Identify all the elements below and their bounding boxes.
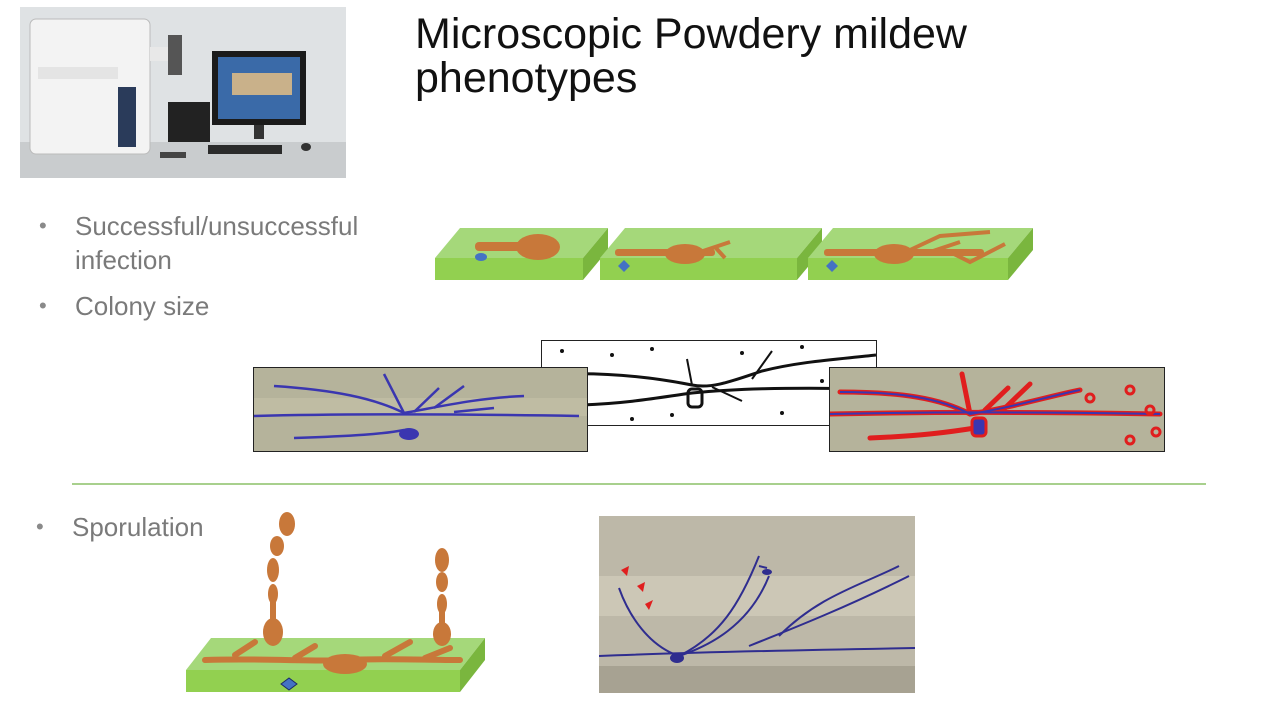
bullet-colony-size-text: Colony size [75,291,210,321]
slide-title: Microscopic Powdery mildew phenotypes [415,10,967,102]
bullet-dot: • [36,514,44,539]
microscope-workstation-icon [20,7,346,178]
bullet-infection: • Successful/unsuccessful infection [39,209,405,277]
bullet-sporulation: • Sporulation [36,510,292,544]
section-divider [72,483,1206,485]
bullet-infection-text: Successful/unsuccessful infection [75,211,359,275]
fungal-infection-stage-icon [435,228,1033,280]
stained-colony-image [253,367,588,452]
binary-colony-image [541,340,877,426]
infection-stages-diagram [435,228,1033,280]
microscope-photo [20,7,346,178]
bullet-dot: • [39,293,47,318]
traced-colony-image [829,367,1165,452]
bullet-dot: • [39,213,47,238]
sporulation-diagram [186,512,485,692]
sporulation-photo [599,516,915,693]
bullet-sporulation-text: Sporulation [72,512,204,542]
bullet-colony-size: • Colony size [39,289,405,323]
